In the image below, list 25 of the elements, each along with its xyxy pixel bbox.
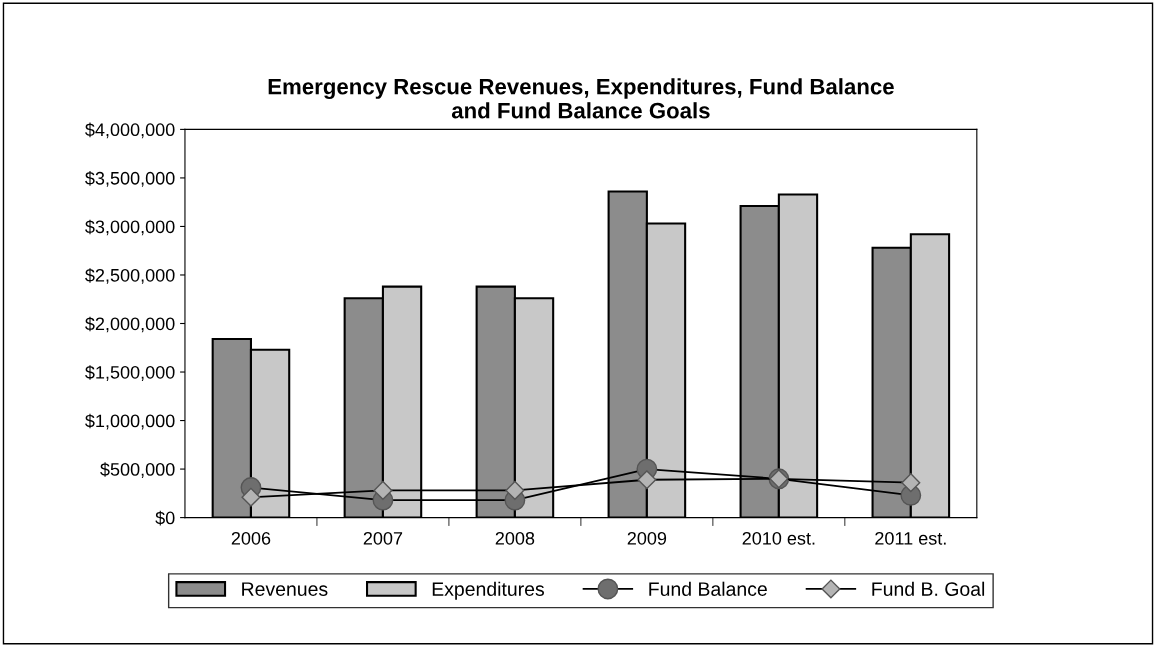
point — [637, 470, 657, 490]
x-tick-label: 2010 est. — [742, 531, 815, 545]
point — [241, 487, 261, 507]
y-tick-label: $1,000,000 — [85, 413, 175, 430]
y-tick-label: $500,000 — [100, 462, 175, 478]
y-tick-label: $3,000,000 — [85, 219, 175, 236]
legend-label: Fund B. Goal — [872, 581, 985, 596]
y-tick-label: $1,500,000 — [85, 365, 175, 381]
y-tick-label: $3,500,000 — [85, 171, 175, 187]
point — [373, 480, 393, 500]
y-tick-label: $2,000,000 — [85, 316, 175, 333]
point — [505, 480, 525, 500]
x-tick-label: 2006 — [231, 531, 271, 545]
x-tick-label: 2011 est. — [875, 531, 946, 545]
legend-label: Expenditures — [432, 581, 544, 600]
legend-label: Revenues — [242, 582, 328, 596]
x-tick-label: 2007 — [363, 531, 403, 545]
point — [901, 473, 921, 493]
x-tick-label: 2008 — [495, 531, 535, 545]
legend-label: Fund Balance — [649, 581, 767, 596]
y-tick-label: $0 — [155, 510, 175, 526]
x-tick-label: 2009 — [627, 531, 667, 545]
y-tick-label: $2,500,000 — [85, 268, 175, 284]
chart-title: Emergency Rescue Revenues, Expenditures, Fund Balance and Fund Balance Goals — [268, 78, 894, 119]
y-tick-label: $4,000,000 — [85, 122, 175, 139]
